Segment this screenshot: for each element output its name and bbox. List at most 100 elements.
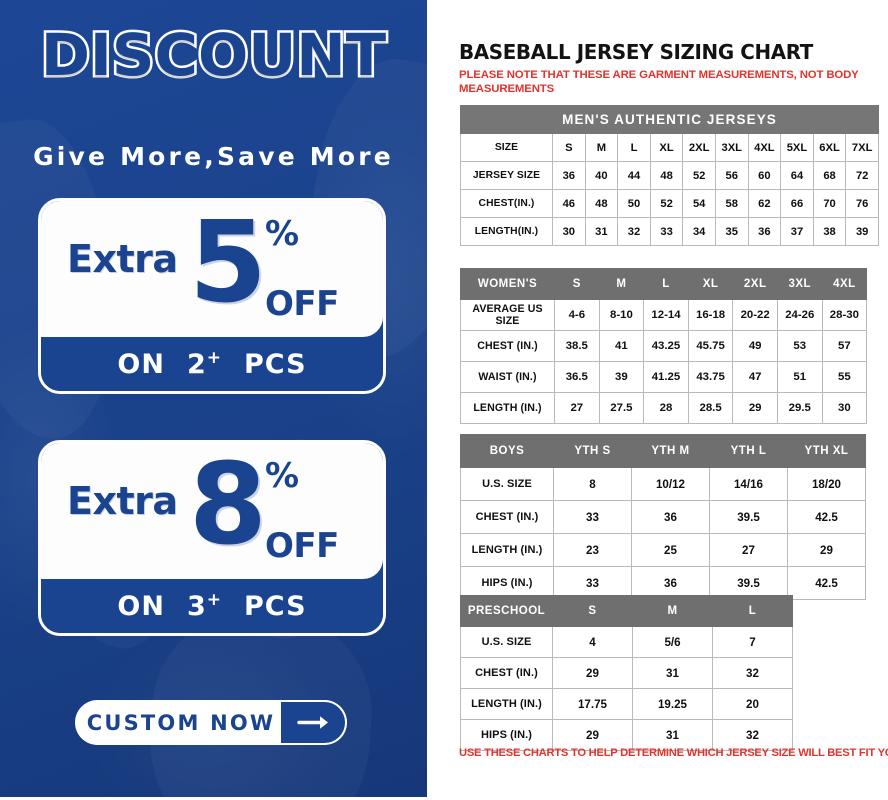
table-cell: 8 [553,467,632,501]
table-cell: 66 [780,189,814,218]
table-row: CHEST(IN.) 46 48 50 52 54 58 62 66 70 76 [460,189,880,218]
table-cell: 48 [649,161,684,190]
table-cell: 48 [584,189,619,218]
table-column-header: M [598,268,645,300]
table-cell: 16-18 [687,299,734,331]
table-column-header: M [584,133,619,162]
table-cell: 36 [631,500,710,534]
table-row-label: CHEST(IN.) [460,189,553,218]
discount-headline: DISCOUNT [38,21,388,89]
table-column-header: 7XL [845,133,880,162]
table-cell: 33 [649,217,684,246]
table-corner-label: WOMEN'S [460,268,555,300]
table-cell: 31 [632,657,713,689]
table-column-header: M [632,595,713,627]
table-cell: 27.5 [598,392,645,424]
table-column-header: L [617,133,651,162]
table-row-label: CHEST (IN.) [460,500,554,534]
table-cell: 25 [631,533,710,567]
table-cell: 10/12 [631,467,710,501]
table-cell: 52 [682,161,716,190]
offer-card-5-percent[interactable]: Extra 5 % OFF ON 2+ PCS [38,198,386,394]
offer-on-label: ON [117,348,165,380]
table-cell: 53 [776,330,823,362]
table-cell: 29 [732,392,778,424]
table-row-label: HIPS (IN.) [460,566,554,600]
table-header-row: WOMEN'S S M L XL 2XL 3XL 4XL [460,268,868,300]
table-cell: 68 [812,161,847,190]
table-cell: 47 [732,361,778,393]
preschool-sizing-table: PRESCHOOL S M L U.S. SIZE 4 5/6 7 CHEST (IN.) 29 3… [460,595,793,751]
table-cell: 70 [812,189,847,218]
table-cell: 4 [552,626,633,658]
table-cell: 50 [617,189,651,218]
table-column-header: 3XL [714,133,749,162]
table-cell: 28 [643,392,689,424]
table-header-row: BOYS YTH S YTH M YTH L YTH XL [460,434,866,468]
table-cell: 17.75 [552,688,633,720]
table-cell: 42.5 [787,566,866,600]
table-column-header: 2XL [732,268,778,300]
table-cell: 44 [617,161,651,190]
table-column-header: 6XL [812,133,847,162]
table-cell: 29 [787,533,866,567]
table-cell: 57 [821,330,868,362]
table-cell: 43.75 [687,361,734,393]
table-cell: 31 [584,217,619,246]
table-cell: 46 [552,189,586,218]
table-cell: 4-6 [554,299,600,331]
table-cell: 72 [845,161,880,190]
table-cell: 36 [552,161,586,190]
table-cell: 52 [649,189,684,218]
table-cell: 38.5 [554,330,600,362]
table-cell: 35 [714,217,749,246]
table-cell: 64 [780,161,814,190]
offer-extra-label: Extra [67,237,178,281]
offer-quantity-plus: + [206,589,223,610]
table-row-label: CHEST (IN.) [460,330,555,362]
table-row: HIPS (IN.) 29 31 32 [460,719,793,751]
womens-sizing-table: WOMEN'S S M L XL 2XL 3XL 4XL AVERAGE US SIZE 4-6 8… [460,268,868,424]
table-cell: 43.25 [643,330,689,362]
table-body: BOYS YTH S YTH M YTH L YTH XL U.S. SIZE 8 10/12… [460,434,866,600]
offer-quantity-plus: + [206,347,223,368]
table-row-label: LENGTH(IN.) [460,217,553,246]
table-cell: 58 [714,189,749,218]
table-row: JERSEY SIZE 36 40 44 48 52 56 60 64 68 72 [460,161,880,190]
offer-percent-symbol: % [265,456,300,496]
table-column-header: 4XL [747,133,782,162]
table-cell: 7 [712,626,793,658]
offer-percent-number: 5 [189,198,267,328]
table-body: MEN'S AUTHENTIC JERSEYS SIZE S M L XL 2XL 3XL 4X… [459,105,880,246]
table-row: U.S. SIZE 8 10/12 14/16 18/20 [460,467,866,501]
table-cell: 32 [617,217,651,246]
offer-card-8-percent[interactable]: Extra 8 % OFF ON 3+ PCS [38,440,386,636]
table-column-header: L [712,595,793,627]
table-cell: 33 [553,500,632,534]
table-row-label: AVERAGE US SIZE [460,299,555,331]
table-cell: 37 [780,217,814,246]
table-row: LENGTH (IN.) 17.75 19.25 20 [460,688,793,720]
table-banner-row: MEN'S AUTHENTIC JERSEYS [459,105,880,134]
custom-now-button[interactable]: CUSTOM NOW [75,700,347,745]
table-cell: 29 [552,719,633,751]
table-row-label: U.S. SIZE [460,626,553,658]
table-column-header: 4XL [821,268,868,300]
table-cell: 39 [598,361,645,393]
offer-off-label: OFF [265,284,339,324]
table-cell: 36 [747,217,782,246]
table-column-header: L [643,268,689,300]
table-cell: 32 [712,657,793,689]
offer-card-condition-bar: ON 3+ PCS [41,579,383,633]
table-row: U.S. SIZE 4 5/6 7 [460,626,793,658]
table-row-label: WAIST (IN.) [460,361,555,393]
table-column-header: YTH M [631,434,710,468]
table-row: CHEST (IN.) 29 31 32 [460,657,793,689]
table-cell: 38 [812,217,847,246]
arrow-right-icon[interactable] [279,700,347,745]
table-cell: 27 [554,392,600,424]
table-row: CHEST (IN.) 33 36 39.5 42.5 [460,500,866,534]
table-cell: 54 [682,189,716,218]
table-corner-label: PRESCHOOL [460,595,553,627]
